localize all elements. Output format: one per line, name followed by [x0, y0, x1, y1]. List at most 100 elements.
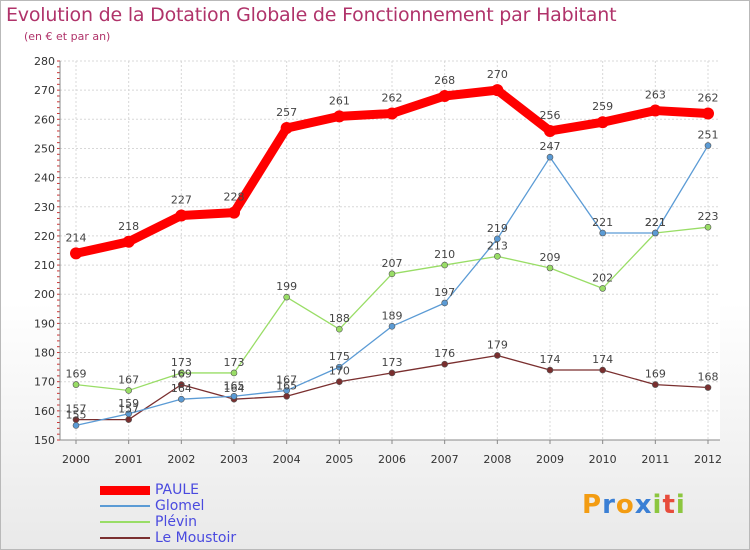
y-tick-label: 260: [34, 113, 55, 126]
legend: PAULE Glomel Plévin Le Moustoir: [100, 482, 360, 546]
data-label: 176: [434, 347, 455, 360]
data-point: [280, 122, 293, 135]
data-label: 263: [645, 89, 666, 102]
data-label: 270: [487, 68, 508, 81]
y-tick-label: 270: [34, 84, 55, 97]
data-point: [652, 381, 659, 388]
data-point: [494, 235, 501, 243]
data-point: [178, 395, 185, 403]
data-point: [441, 261, 448, 269]
data-label: 169: [645, 368, 666, 381]
data-point: [704, 384, 712, 391]
x-tick-label: 2003: [220, 453, 248, 466]
x-tick-label: 2006: [378, 453, 406, 466]
x-tick-label: 2004: [273, 453, 301, 466]
data-label: 199: [276, 280, 297, 293]
data-label: 214: [66, 231, 87, 244]
data-point: [438, 89, 451, 102]
y-tick-label: 220: [34, 230, 55, 243]
legend-label: PAULE: [155, 482, 200, 498]
data-label: 221: [592, 216, 613, 229]
data-point: [336, 363, 343, 371]
y-tick-label: 250: [34, 142, 55, 155]
x-tick-label: 2010: [589, 453, 617, 466]
logo-letter: r: [602, 490, 616, 520]
data-label: 228: [224, 191, 245, 204]
data-point: [388, 322, 396, 330]
data-point: [178, 381, 185, 388]
data-label: 173: [382, 356, 403, 369]
legend-swatch: [100, 537, 150, 539]
y-tick-label: 150: [34, 434, 55, 447]
data-label: 167: [118, 373, 139, 386]
data-point: [494, 352, 501, 359]
data-point: [388, 369, 396, 377]
legend-swatch: [100, 485, 150, 495]
data-point: [230, 369, 238, 377]
data-point: [649, 104, 662, 117]
data-label: 168: [698, 371, 719, 384]
logo-letter: i: [675, 490, 686, 520]
data-point: [441, 360, 448, 368]
data-point: [386, 107, 398, 120]
data-label: 213: [487, 239, 508, 252]
data-label: 227: [171, 194, 192, 207]
data-label: 268: [434, 74, 455, 87]
x-tick-label: 2000: [62, 453, 90, 466]
legend-label: Plévin: [155, 514, 197, 530]
data-point: [546, 264, 554, 272]
legend-item: PAULE: [100, 482, 360, 498]
legend-item: Le Moustoir: [100, 530, 360, 546]
data-label: 262: [698, 91, 719, 104]
data-point: [336, 378, 343, 385]
data-point: [175, 209, 188, 222]
data-label: 174: [540, 353, 561, 366]
data-point: [228, 206, 240, 219]
x-tick-label: 2012: [694, 453, 722, 466]
chart-title: Evolution de la Dotation Globale de Fonc…: [6, 4, 617, 26]
data-point: [122, 235, 135, 248]
x-tick-label: 2001: [115, 453, 143, 466]
y-tick-label: 190: [34, 317, 55, 330]
data-point: [178, 369, 185, 377]
y-tick-label: 280: [34, 55, 55, 68]
data-label: 169: [171, 368, 192, 381]
data-point: [336, 325, 343, 333]
y-tick-label: 200: [34, 288, 55, 301]
data-point: [704, 142, 712, 149]
data-label: 188: [329, 312, 350, 325]
data-point: [388, 270, 396, 278]
data-point: [125, 410, 132, 418]
data-point: [283, 293, 290, 301]
data-point: [441, 299, 448, 307]
data-label: 261: [329, 94, 350, 107]
data-label: 202: [592, 271, 613, 284]
logo-letter: i: [652, 490, 663, 520]
data-label: 157: [118, 403, 139, 416]
data-point: [491, 84, 504, 97]
logo-letter: x: [634, 490, 653, 520]
y-tick-label: 170: [34, 376, 55, 389]
data-point: [599, 229, 606, 237]
x-tick-label: 2008: [483, 453, 511, 466]
data-label: 197: [434, 286, 455, 299]
logo-letter: o: [615, 490, 635, 520]
proxiti-logo: Proxiti: [582, 490, 686, 520]
data-point: [125, 416, 132, 423]
data-label: 169: [66, 368, 87, 381]
data-label: 157: [66, 403, 87, 416]
data-label: 159: [118, 397, 139, 410]
data-label: 262: [382, 91, 403, 104]
data-label: 189: [382, 309, 403, 322]
data-point: [70, 247, 82, 260]
data-label: 247: [540, 140, 561, 153]
data-point: [72, 381, 80, 388]
data-point: [544, 124, 556, 137]
data-label: 207: [382, 257, 403, 270]
data-point: [283, 387, 290, 394]
y-tick-label: 180: [34, 347, 55, 360]
data-point: [704, 223, 712, 231]
data-label: 218: [118, 220, 139, 233]
x-tick-label: 2007: [431, 453, 459, 466]
